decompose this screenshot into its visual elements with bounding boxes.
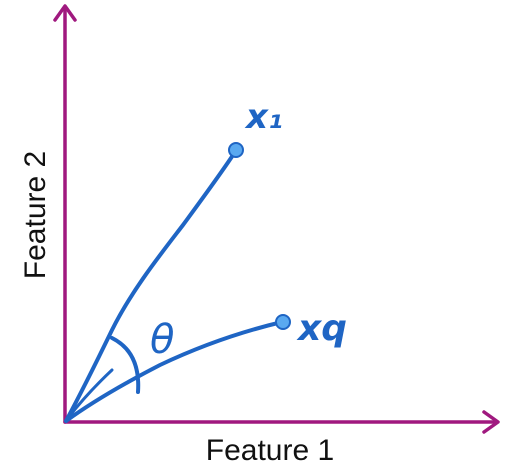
vector-xq-line <box>64 320 284 423</box>
vector-x1-line <box>64 150 237 423</box>
y-axis-arrowhead <box>53 4 77 22</box>
label-xq: xq <box>296 308 347 349</box>
angle-label: θ <box>150 317 174 363</box>
x-axis-label: Feature 1 <box>206 434 334 467</box>
x-axis-arrowhead <box>482 410 500 434</box>
point-x1 <box>228 142 244 158</box>
angle-arc <box>110 336 141 394</box>
point-xq <box>275 314 291 330</box>
vector-sketch-stroke <box>66 368 114 420</box>
y-axis-label: Feature 2 <box>19 151 52 279</box>
label-x1: x₁ <box>244 97 283 137</box>
